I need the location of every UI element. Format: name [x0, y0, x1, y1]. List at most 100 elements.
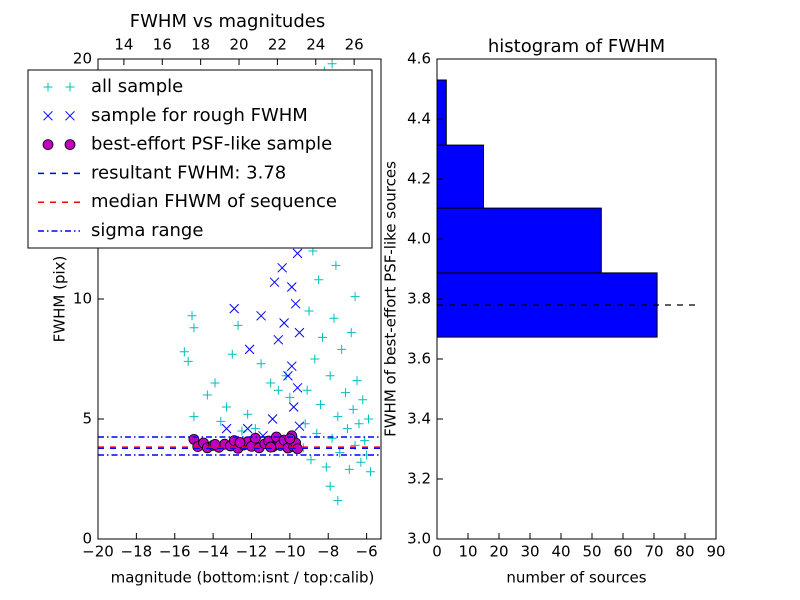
point	[288, 402, 299, 412]
point	[227, 349, 237, 359]
point	[183, 356, 193, 366]
point	[304, 306, 314, 316]
x-tick-label: 30	[520, 543, 539, 561]
point	[281, 371, 291, 381]
x-tick-label: −12	[236, 543, 268, 561]
point	[344, 464, 354, 474]
legend-marker	[43, 110, 53, 121]
x2-tick-label: 24	[306, 36, 325, 54]
legend-label: resultant FWHM: 3.78	[91, 162, 286, 183]
point	[348, 404, 358, 414]
point	[209, 439, 221, 450]
legend-marker	[64, 139, 76, 151]
point	[358, 395, 368, 405]
point	[234, 437, 246, 448]
legend-marker	[65, 110, 75, 121]
point	[292, 382, 303, 393]
x2-tick-label: 14	[114, 36, 133, 54]
y-tick-label: 4.6	[407, 50, 431, 68]
point	[325, 481, 335, 491]
x-tick-label: 20	[489, 543, 508, 561]
point	[189, 412, 199, 422]
x-tick-label: 0	[432, 543, 442, 561]
x-tick-label: −18	[121, 543, 153, 561]
point	[317, 332, 327, 342]
y-axis-label: FWHM (pix)	[51, 256, 69, 343]
point	[341, 388, 351, 398]
point	[302, 385, 312, 395]
point	[285, 392, 295, 402]
point	[325, 371, 335, 381]
point	[244, 344, 255, 355]
legend-marker	[65, 82, 75, 92]
point	[286, 361, 297, 372]
legend: all sample sample for rough FWHM best-effo…	[27, 69, 373, 249]
point	[327, 433, 337, 443]
point	[352, 376, 362, 386]
point	[233, 320, 243, 330]
x2-tick-label: 22	[268, 36, 287, 54]
bar	[436, 144, 484, 209]
point	[314, 275, 324, 285]
point	[249, 432, 261, 444]
point	[286, 282, 297, 292]
point	[283, 370, 293, 381]
x-tick-label: −8	[317, 543, 339, 561]
x-tick-label: 40	[551, 543, 570, 561]
point	[243, 409, 253, 419]
x2-tick-label: 18	[191, 36, 210, 54]
legend-label: best-effort PSF-like sample	[91, 134, 332, 155]
legend-marker	[43, 82, 53, 92]
point	[273, 334, 284, 345]
point	[290, 298, 301, 309]
x-tick-label: 10	[458, 543, 477, 561]
point	[216, 416, 226, 426]
x-tick-label: −10	[274, 543, 306, 561]
x2-tick-label: 26	[345, 36, 364, 54]
point	[273, 385, 283, 395]
y-tick-label: 20	[73, 50, 92, 68]
bar	[436, 79, 447, 146]
point	[337, 344, 347, 354]
x-tick-label: −20	[82, 543, 114, 561]
y-tick-label: 0	[82, 530, 92, 548]
point	[346, 328, 356, 338]
point	[364, 414, 374, 424]
point	[342, 424, 352, 434]
chart-title: histogram of FWHM	[488, 36, 665, 57]
y-tick-label: 5	[82, 410, 92, 428]
point	[256, 359, 266, 369]
x2-tick-label: 16	[153, 36, 172, 54]
point	[242, 423, 253, 434]
point	[294, 327, 305, 338]
chart-title: FWHM vs magnitudes	[130, 11, 325, 32]
y-tick-label: 4.0	[407, 230, 431, 248]
y-tick-label: 3.4	[407, 410, 431, 428]
point	[229, 303, 240, 314]
point	[277, 262, 288, 273]
legend-label: all sample	[91, 76, 183, 97]
legend-label: median FHWM of sequence	[91, 191, 337, 212]
point	[292, 248, 303, 259]
point	[306, 455, 316, 465]
point	[331, 260, 341, 270]
point	[327, 59, 337, 69]
x2-tick-label: 20	[229, 36, 248, 54]
point	[279, 318, 289, 328]
point	[179, 347, 189, 357]
point	[221, 423, 232, 434]
bar	[436, 207, 602, 274]
x-tick-label: 50	[582, 543, 601, 561]
point	[329, 313, 339, 323]
y-tick-label: 4.4	[407, 110, 431, 128]
point	[354, 419, 364, 429]
point	[210, 378, 220, 388]
point	[350, 292, 360, 302]
point	[269, 277, 280, 288]
y-tick-label: 3.8	[407, 290, 431, 308]
point	[365, 467, 375, 477]
point	[267, 414, 278, 424]
x-tick-label: 80	[675, 543, 694, 561]
legend-label: sigma range	[91, 220, 203, 241]
